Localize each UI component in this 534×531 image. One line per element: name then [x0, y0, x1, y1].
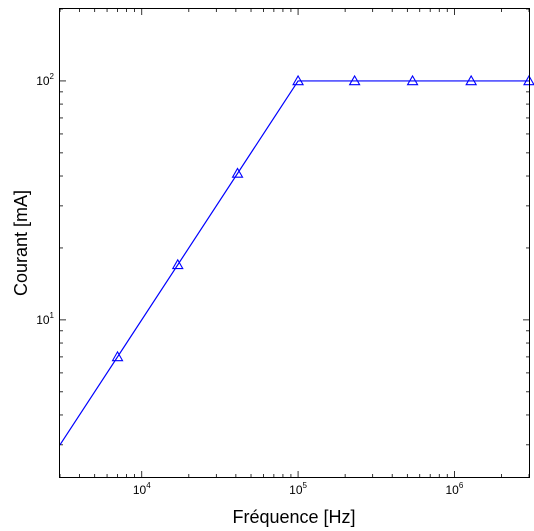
axes-frame: [59, 8, 530, 478]
x-tick-label: 106: [446, 481, 464, 497]
x-tick-label: 105: [289, 481, 307, 497]
triangle-marker: [406, 74, 419, 86]
y-axis-label: Courant [mA]: [11, 190, 31, 296]
triangle-marker: [348, 74, 361, 86]
series-line: [59, 80, 529, 446]
triangle-marker: [111, 350, 124, 362]
x-axis-label: Fréquence [Hz]: [232, 507, 355, 527]
y-tick-label: 101: [36, 311, 54, 327]
triangle-marker: [171, 258, 184, 270]
triangle-marker: [292, 74, 305, 86]
y-tick-label: 102: [36, 72, 54, 88]
x-tick-label: 104: [133, 481, 151, 497]
triangle-marker: [231, 167, 244, 178]
plot-area: 104 105 106 101 102: [36, 8, 534, 497]
triangle-marker: [465, 74, 478, 86]
